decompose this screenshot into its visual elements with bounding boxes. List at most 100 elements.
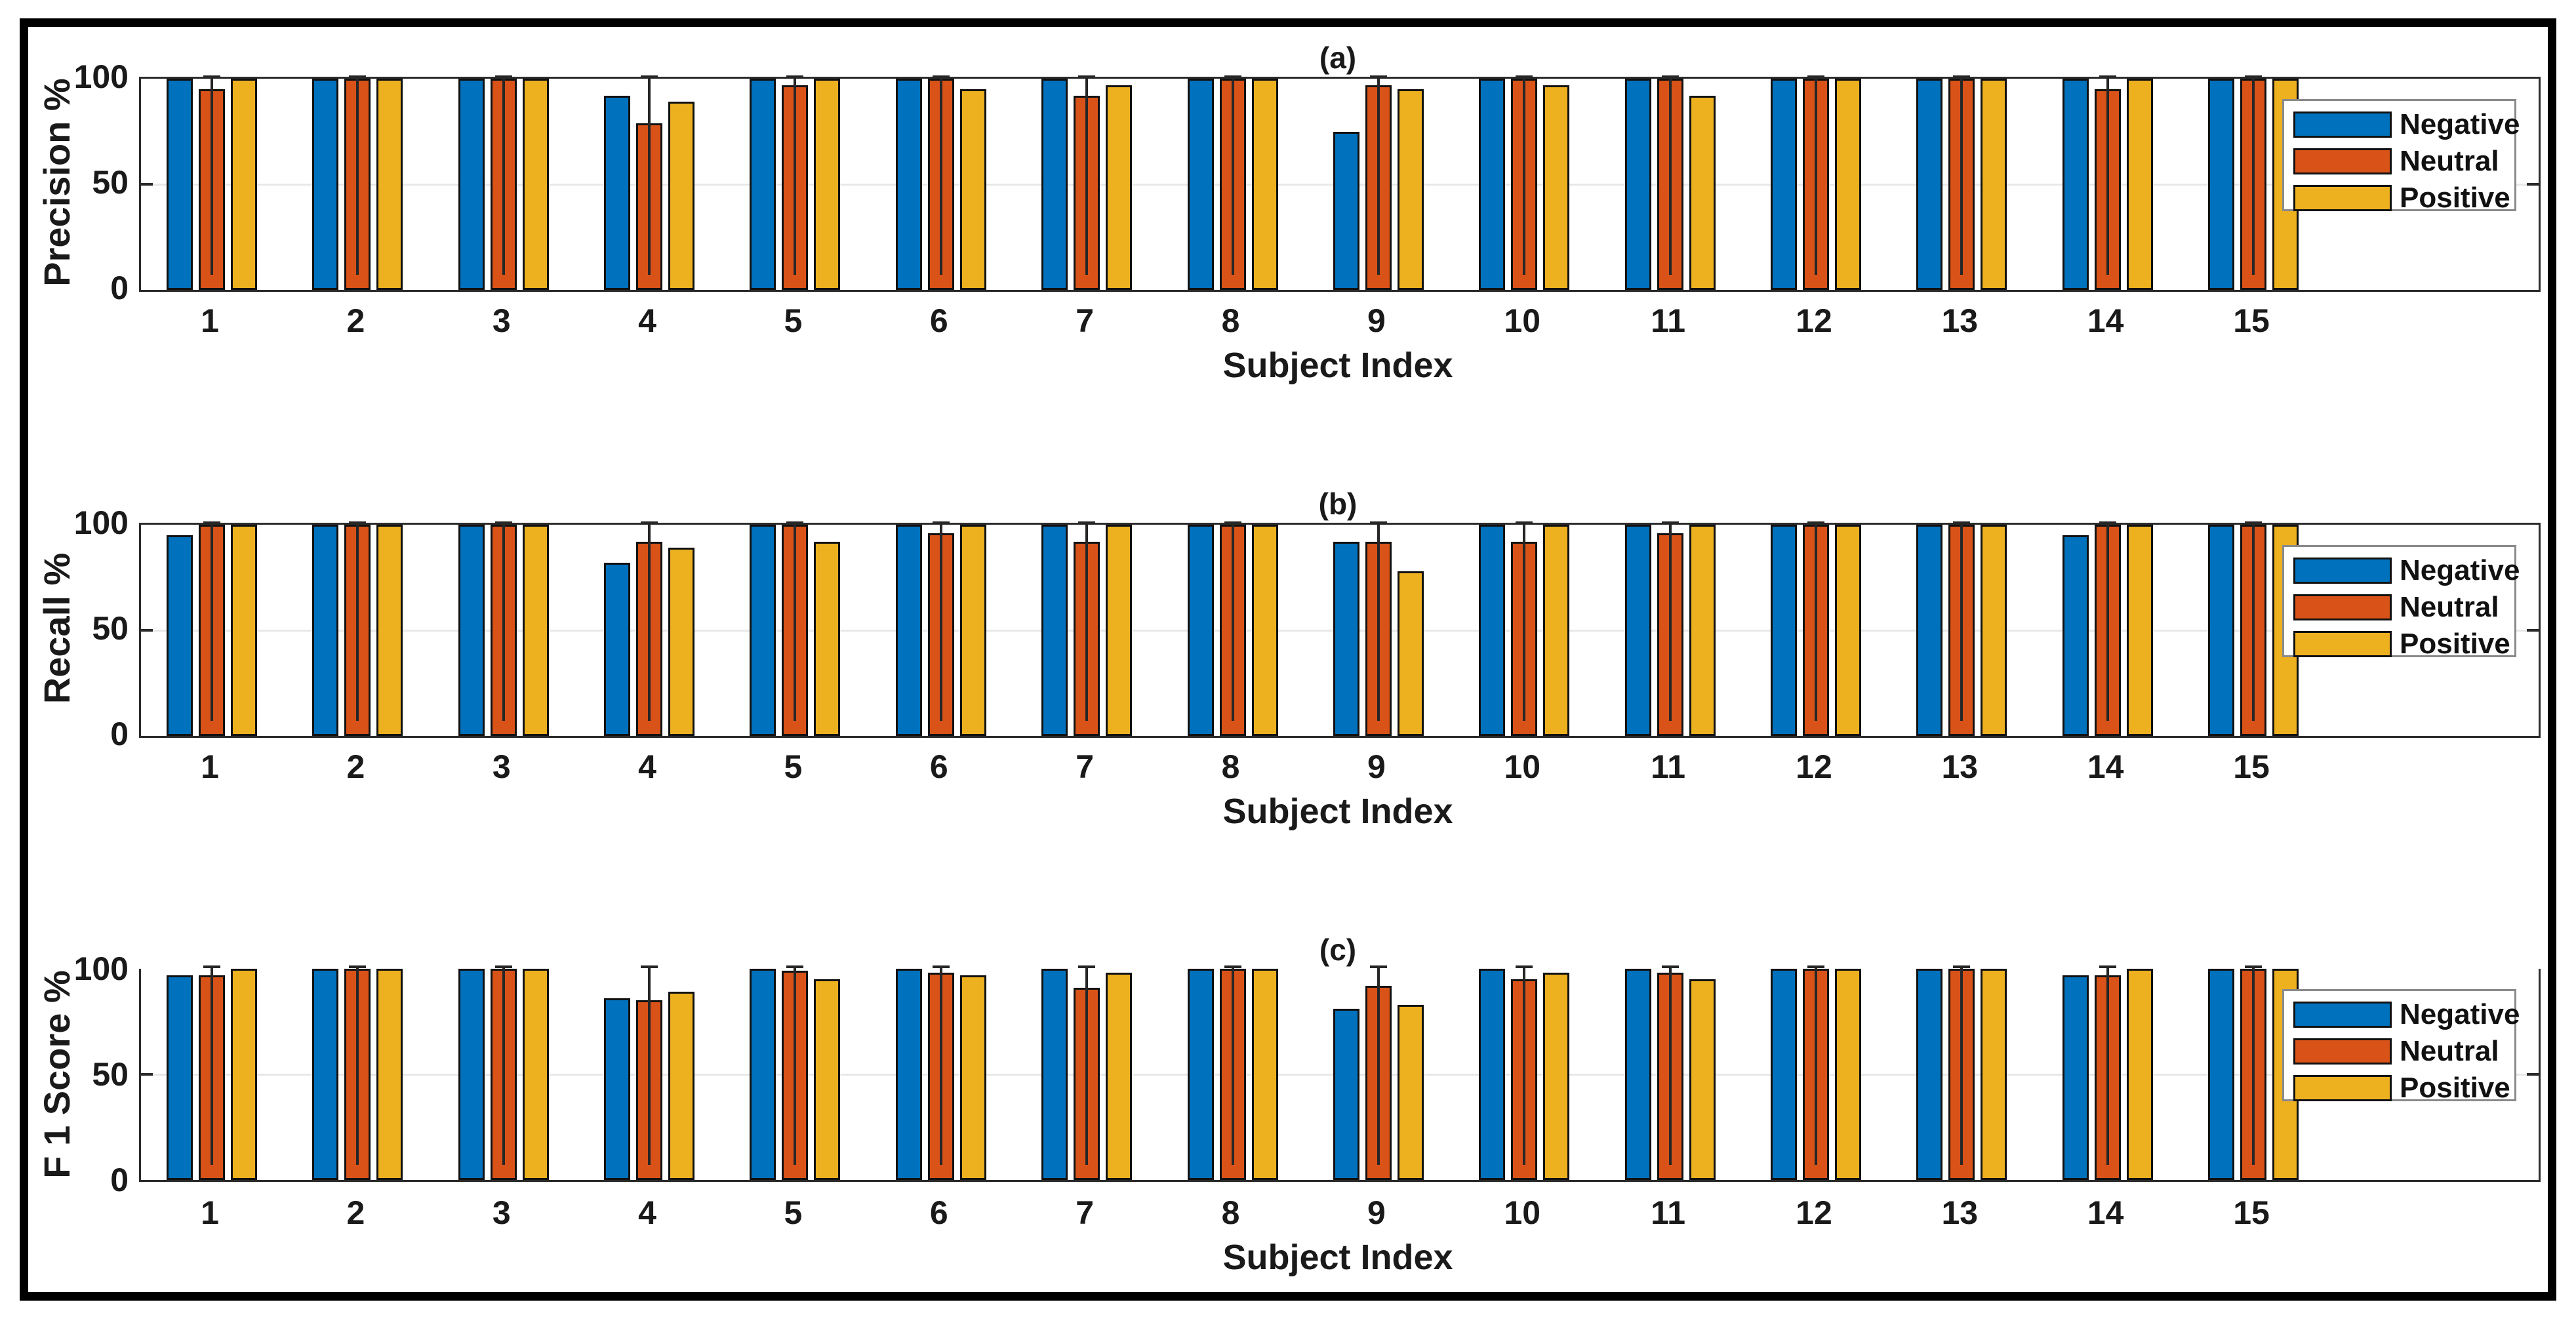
error-whisker-neutral-subject-9 [1377,76,1380,275]
subplot-a-precision: (a) Precision % Negative Neutral Positive … [0,41,2576,384]
error-whisker-neutral-subject-13 [1960,522,1963,721]
bar-positive-subject-5 [814,79,841,290]
error-whisker-cap-neutral-subject-2 [349,75,367,78]
y-tick-label-50: 50 [92,1056,129,1093]
bar-positive-subject-7 [1106,85,1133,290]
legend-label-neutral: Neutral [2400,591,2499,623]
x-tick-label-subject-5: 5 [784,748,803,785]
subplot-a-xlabel: Subject Index [1222,346,1453,385]
bar-negative-subject-3 [458,79,485,290]
bar-positive-subject-6 [959,89,986,290]
bar-positive-subject-12 [1834,969,1861,1180]
x-tick-label-subject-4: 4 [638,302,656,339]
y-tick-label-50: 50 [92,164,129,201]
x-tick-label-subject-3: 3 [492,1194,511,1231]
error-whisker-neutral-subject-12 [1814,522,1817,721]
error-whisker-neutral-subject-15 [2252,966,2255,1166]
bar-negative-subject-12 [1770,79,1797,290]
bar-negative-subject-4 [604,95,631,290]
bar-positive-subject-5 [814,541,841,736]
error-whisker-neutral-subject-1 [211,76,213,275]
error-whisker-cap-neutral-subject-3 [494,965,512,968]
y-tick-mark-50 [2527,1073,2539,1076]
bar-negative-subject-8 [1187,525,1214,736]
error-whisker-neutral-subject-10 [1523,522,1526,721]
bar-negative-subject-2 [312,79,339,290]
error-whisker-cap-neutral-subject-8 [1224,965,1241,968]
legend-swatch-neutral [2293,1038,2392,1065]
error-whisker-cap-neutral-subject-15 [2245,521,2263,524]
y-tick-mark-50 [141,629,153,632]
bar-negative-subject-3 [458,525,485,736]
bar-negative-subject-7 [1041,969,1068,1180]
bar-positive-subject-7 [1106,525,1133,736]
error-whisker-neutral-subject-1 [211,966,213,1166]
bar-negative-subject-13 [1916,79,1943,290]
error-whisker-neutral-subject-2 [356,966,359,1166]
x-tick-label-subject-2: 2 [346,1194,365,1231]
bar-positive-subject-11 [1689,525,1716,736]
legend-label-negative: Negative [2400,554,2520,586]
y-tick-mark-50 [141,183,153,186]
bar-negative-subject-9 [1333,1009,1359,1180]
error-whisker-neutral-subject-1 [211,522,213,721]
error-whisker-neutral-subject-14 [2106,76,2109,275]
x-tick-label-subject-10: 10 [1504,1194,1541,1231]
y-tick-mark-50 [141,1073,153,1076]
subplot-a-axes: Negative Neutral Positive [139,75,2541,292]
subplot-c-axes: Negative Neutral Positive [139,965,2541,1182]
y-tick-label-0: 0 [110,270,129,306]
error-whisker-neutral-subject-11 [1668,76,1672,275]
legend-item-positive: Positive [2293,1071,2514,1105]
error-whisker-neutral-subject-4 [648,76,651,275]
error-whisker-cap-neutral-subject-12 [1807,75,1824,78]
error-whisker-neutral-subject-8 [1231,966,1234,1166]
bar-negative-subject-2 [312,969,339,1180]
bar-negative-subject-11 [1624,969,1651,1180]
legend-label-positive: Positive [2400,182,2510,214]
x-tick-label-subject-8: 8 [1221,302,1240,339]
bar-positive-subject-8 [1251,969,1278,1180]
bar-positive-subject-11 [1689,979,1716,1180]
bar-negative-subject-13 [1916,525,1943,736]
error-whisker-cap-neutral-subject-10 [1516,75,1533,78]
error-whisker-cap-neutral-subject-7 [1078,965,1096,968]
legend: Negative Neutral Positive [2282,545,2520,660]
subplot-b-xlabel: Subject Index [1222,792,1453,831]
bar-positive-subject-2 [376,79,403,290]
error-whisker-cap-neutral-subject-8 [1224,521,1241,524]
bar-negative-subject-6 [895,969,922,1180]
bar-negative-subject-2 [312,525,339,736]
subplot-c-xlabel: Subject Index [1222,1238,1453,1277]
bar-positive-subject-13 [1981,525,2007,736]
y-tick-mark-50 [2527,629,2539,632]
error-whisker-neutral-subject-7 [1085,76,1089,275]
error-whisker-cap-neutral-subject-1 [203,521,220,524]
error-whisker-cap-neutral-subject-2 [349,965,367,968]
x-tick-label-subject-15: 15 [2233,302,2270,339]
legend-item-positive: Positive [2293,181,2514,215]
x-tick-label-subject-6: 6 [929,302,948,339]
bar-negative-subject-8 [1187,79,1214,290]
bar-negative-subject-11 [1624,79,1651,290]
bar-negative-subject-13 [1916,969,1943,1180]
bar-positive-subject-13 [1981,79,2007,290]
error-whisker-cap-neutral-subject-6 [932,521,950,524]
legend: Negative Neutral Positive [2282,99,2520,214]
bar-positive-subject-3 [522,525,549,736]
legend-swatch-positive [2293,185,2392,211]
error-whisker-neutral-subject-3 [502,966,505,1166]
bar-negative-subject-4 [604,998,631,1180]
bar-negative-subject-12 [1770,525,1797,736]
error-whisker-cap-neutral-subject-4 [641,521,658,524]
bar-negative-subject-15 [2208,525,2235,736]
bar-negative-subject-4 [604,562,631,736]
x-tick-label-subject-13: 13 [1941,302,1979,339]
bar-negative-subject-6 [895,525,922,736]
y-tick-label-50: 50 [92,610,129,647]
legend-item-neutral: Neutral [2293,1034,2514,1068]
legend-swatch-negative [2293,1002,2392,1028]
error-whisker-neutral-subject-3 [502,76,505,275]
bar-negative-subject-15 [2208,969,2235,1180]
